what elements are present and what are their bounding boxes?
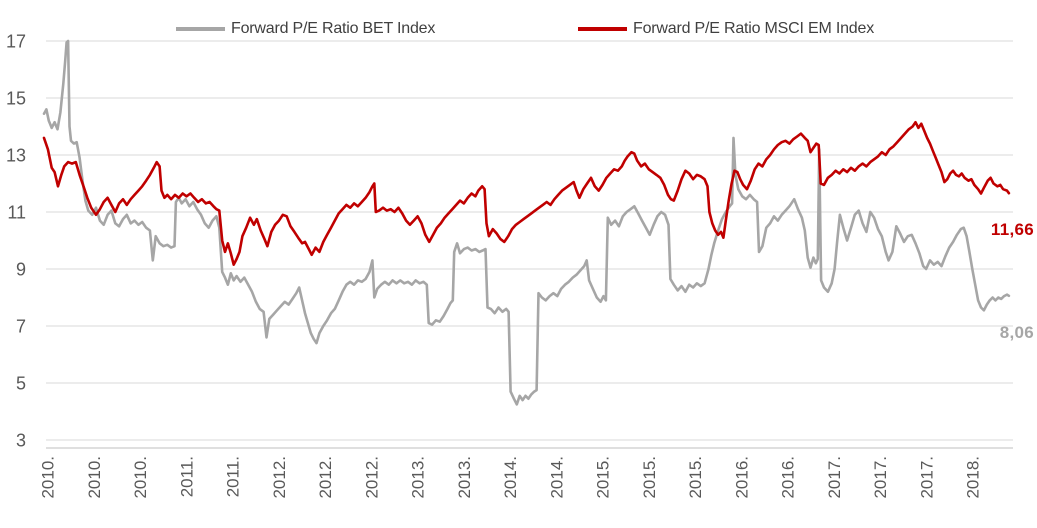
y-tick-label-11: 11 (7, 202, 26, 222)
y-tick-label-9: 9 (16, 259, 26, 279)
x-tick-label-9: 2013. (455, 456, 474, 499)
x-tick-label-20: 2018. (964, 456, 983, 499)
x-tick-label-7: 2012. (362, 456, 381, 499)
y-tick-label-17: 17 (6, 31, 26, 51)
legend-item-bet: Forward P/E Ratio BET Index (176, 19, 435, 39)
msci-line-swatch-icon (578, 27, 627, 31)
series-line-msci (42, 120, 1011, 267)
legend-item-msci: Forward P/E Ratio MSCI EM Index (578, 19, 874, 39)
x-tick-label-4: 2011. (224, 456, 243, 497)
x-tick-label-0: 2010. (39, 456, 58, 499)
x-tick-label-11: 2014. (547, 456, 566, 499)
x-tick-label-5: 2012. (270, 456, 289, 499)
y-tick-label-5: 5 (16, 373, 26, 393)
legend-label-msci: Forward P/E Ratio MSCI EM Index (633, 20, 874, 37)
bet-end-value-label: 8,06 (999, 323, 1034, 342)
x-tick-label-17: 2017. (825, 456, 844, 499)
x-tick-label-16: 2016. (779, 456, 798, 499)
x-tick-label-10: 2014. (501, 456, 520, 499)
series-line-bet (42, 39, 1011, 406)
x-tick-label-8: 2013. (409, 456, 428, 499)
y-tick-label-15: 15 (6, 88, 26, 108)
x-tick-label-12: 2015. (594, 456, 613, 499)
y-tick-label-3: 3 (16, 430, 26, 450)
y-tick-label-7: 7 (16, 316, 26, 336)
x-tick-label-1: 2010. (85, 456, 104, 499)
bet-line-swatch-icon (176, 27, 225, 31)
x-tick-label-2: 2010. (131, 456, 150, 499)
legend-label-bet: Forward P/E Ratio BET Index (231, 20, 436, 37)
x-tick-label-19: 2017. (917, 456, 936, 499)
x-tick-label-6: 2012. (316, 456, 335, 499)
legend: Forward P/E Ratio BET Index Forward P/E … (0, 19, 1037, 39)
x-tick-label-13: 2015. (640, 456, 659, 499)
x-tick-label-3: 2011. (177, 456, 196, 497)
x-tick-label-18: 2017. (871, 456, 890, 499)
msci-end-value-label: 11,66 (990, 220, 1034, 239)
x-tick-label-15: 2016. (732, 456, 751, 499)
y-tick-label-13: 13 (6, 145, 26, 165)
x-tick-label-14: 2015. (686, 456, 705, 499)
